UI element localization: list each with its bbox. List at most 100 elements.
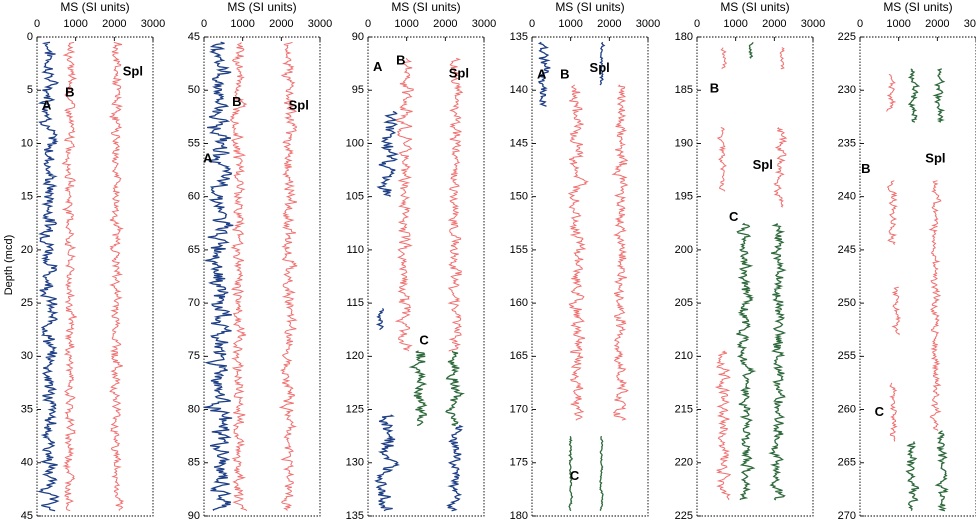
y-tick-label: 35 bbox=[21, 403, 33, 415]
hole-label: A bbox=[537, 67, 547, 82]
series-blue-1-1 bbox=[537, 41, 551, 107]
x-tick-label: 1000 bbox=[723, 18, 747, 30]
y-tick-label: 265 bbox=[838, 457, 856, 469]
hole-label: Spl bbox=[123, 63, 143, 78]
y-tick-label: 205 bbox=[675, 297, 693, 309]
y-tick-label: 25 bbox=[21, 297, 33, 309]
series-red-1-2 bbox=[716, 127, 727, 192]
series-red-5-1 bbox=[611, 84, 629, 421]
x-tick-label: 0 bbox=[529, 18, 535, 30]
y-tick-label: 85 bbox=[188, 457, 200, 469]
y-tick-label: 185 bbox=[675, 84, 693, 96]
x-tick-label: 0 bbox=[201, 18, 207, 30]
x-tick-label: 2000 bbox=[433, 18, 457, 30]
hole-label: Spl bbox=[925, 151, 945, 166]
hole-label: C bbox=[419, 333, 429, 348]
series-green-3-1 bbox=[408, 350, 428, 427]
x-tick-label: 1000 bbox=[886, 18, 910, 30]
y-tick-label: 90 bbox=[352, 31, 364, 43]
y-tick-label: 55 bbox=[188, 137, 200, 149]
series-green-2-1 bbox=[907, 68, 921, 123]
x-tick-label: 3000 bbox=[141, 18, 165, 30]
y-tick-label: 110 bbox=[346, 244, 364, 256]
y-tick-label: 125 bbox=[346, 403, 364, 415]
hole-label: A bbox=[203, 151, 213, 166]
panel-title: MS (SI units) bbox=[227, 0, 296, 14]
series-red-1-1 bbox=[720, 47, 727, 70]
series-green-6-1 bbox=[599, 435, 604, 511]
x-tick-label: 0 bbox=[694, 18, 700, 30]
y-tick-label: 20 bbox=[21, 244, 33, 256]
y-tick-label: 220 bbox=[675, 457, 693, 469]
hole-label: C bbox=[729, 209, 739, 224]
series-red-3-2 bbox=[773, 127, 788, 208]
hole-label: A bbox=[373, 59, 383, 74]
x-tick-label: 3000 bbox=[636, 18, 660, 30]
panel-frame bbox=[367, 36, 485, 517]
y-tick-label: 260 bbox=[838, 403, 856, 415]
y-tick-label: 95 bbox=[352, 84, 364, 96]
y-tick-label: 45 bbox=[188, 31, 200, 43]
y-tick-label: 230 bbox=[838, 84, 856, 96]
y-tick-label: 180 bbox=[510, 510, 528, 522]
series-green-2-2 bbox=[905, 441, 920, 511]
series-red-4-1 bbox=[447, 57, 464, 352]
panel-4: MS (SI units) 0 1000 2000 3000 135 140 145 150 15… bbox=[510, 0, 661, 522]
x-tick-label: 2000 bbox=[925, 18, 949, 30]
series-red-2-1 bbox=[229, 42, 248, 512]
series-blue-6-1 bbox=[446, 424, 464, 512]
y-tick-label: 135 bbox=[346, 510, 364, 522]
y-tick-label: 120 bbox=[346, 350, 364, 362]
y-tick-label: 90 bbox=[188, 510, 200, 522]
series-red-3-1 bbox=[779, 47, 785, 70]
series-green-2-2 bbox=[736, 222, 757, 501]
y-tick-label: 115 bbox=[346, 297, 364, 309]
series-red-3-1 bbox=[278, 41, 298, 511]
series-green-4-2 bbox=[934, 430, 949, 512]
y-tick-label: 0 bbox=[27, 31, 33, 43]
hole-label: Spl bbox=[449, 65, 469, 80]
x-tick-label: 2000 bbox=[597, 18, 621, 30]
series-red-3-1 bbox=[928, 180, 942, 432]
y-tick-label: 210 bbox=[675, 350, 693, 362]
hole-label: B bbox=[861, 161, 870, 176]
y-tick-label: 5 bbox=[27, 84, 33, 96]
series-red-2-1 bbox=[567, 84, 589, 421]
y-tick-label: 245 bbox=[838, 244, 856, 256]
panel-1: MS (SI units) 0 1000 2000 3000 0 5 10 15 20 25 30 35… bbox=[21, 0, 165, 522]
x-tick-label: 0 bbox=[365, 18, 371, 30]
y-tick-label: 170 bbox=[510, 403, 528, 415]
x-tick-label: 0 bbox=[857, 18, 863, 30]
series-green-5-1 bbox=[445, 350, 465, 427]
panel-frame bbox=[36, 36, 154, 517]
hole-label: C bbox=[570, 468, 580, 483]
series-red-1-3 bbox=[891, 286, 902, 336]
panel-title: MS (SI units) bbox=[883, 0, 952, 14]
y-tick-label: 225 bbox=[675, 510, 693, 522]
y-tick-label: 175 bbox=[510, 457, 528, 469]
series-blue-1-1 bbox=[37, 41, 60, 512]
y-tick-label: 135 bbox=[510, 31, 528, 43]
x-tick-label: 1000 bbox=[394, 18, 418, 30]
series-red-1-1 bbox=[886, 73, 897, 112]
panel-3: MS (SI units) 0 1000 2000 3000 90 95 100 105 110 1… bbox=[346, 0, 497, 522]
panel-frame bbox=[859, 36, 976, 517]
series-red-2-1 bbox=[394, 57, 414, 352]
series-green-3-1 bbox=[568, 436, 574, 512]
y-tick-label: 200 bbox=[675, 244, 693, 256]
y-tick-label: 190 bbox=[675, 137, 693, 149]
y-tick-label: 80 bbox=[188, 403, 200, 415]
panel-6: MS (SI units) 0 1000 2000 3000 225 230 235 240 24… bbox=[838, 0, 976, 522]
hole-label: Spl bbox=[289, 97, 309, 112]
y-axis-label: Depth (mcd) bbox=[3, 235, 15, 296]
y-tick-label: 75 bbox=[188, 350, 200, 362]
y-tick-label: 50 bbox=[188, 84, 200, 96]
panel-5: MS (SI units) 0 1000 2000 3000 180 185 190 195 20… bbox=[675, 0, 826, 522]
series-green-4-1 bbox=[768, 223, 787, 501]
y-tick-label: 45 bbox=[21, 510, 33, 522]
series-red-3-1 bbox=[109, 41, 125, 511]
hole-label: B bbox=[232, 94, 241, 109]
hole-label: B bbox=[560, 67, 569, 82]
panel-title: MS (SI units) bbox=[60, 0, 129, 14]
hole-label: B bbox=[65, 85, 74, 100]
